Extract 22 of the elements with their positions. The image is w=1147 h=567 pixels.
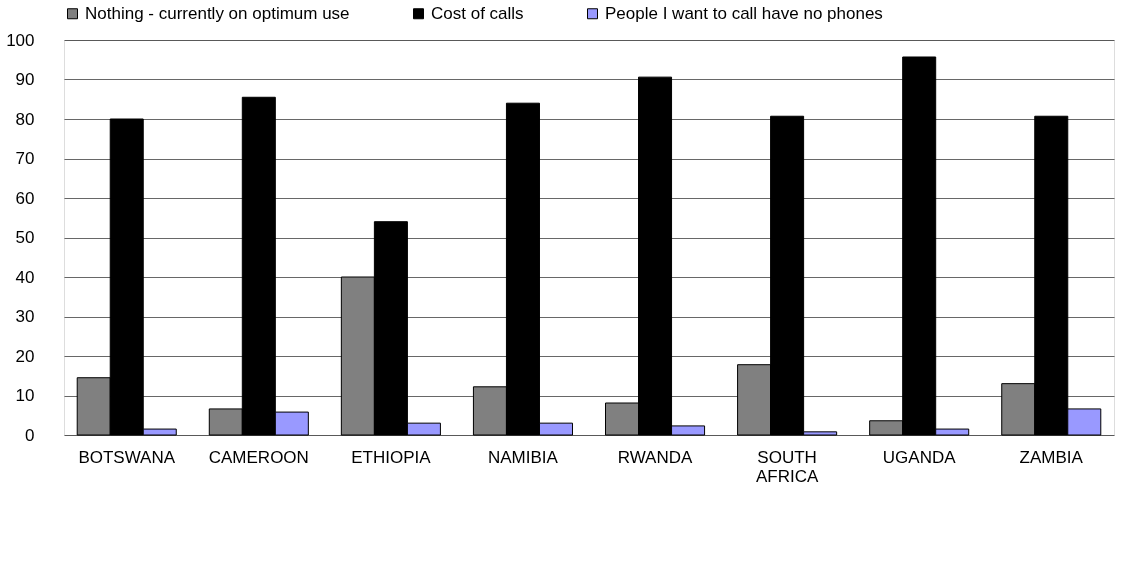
legend-label: Nothing - currently on optimum use <box>85 3 350 23</box>
x-tick-label: ZAMBIA <box>1019 447 1084 467</box>
y-tick-label: 30 <box>15 307 35 326</box>
legend-label: People I want to call have no phones <box>605 3 883 23</box>
x-tick-label: NAMIBIA <box>488 447 559 467</box>
x-tick-label: UGANDA <box>882 447 957 467</box>
x-tick-label: BOTSWANA <box>78 447 176 467</box>
y-tick-label: 80 <box>15 109 35 129</box>
legend-label: Cost of calls <box>431 3 524 23</box>
y-tick-label: 10 <box>15 386 35 405</box>
x-tick-label: SOUTH AFRICA <box>755 447 819 486</box>
y-tick-label: 0 <box>25 425 35 445</box>
y-tick-label: 70 <box>15 149 35 168</box>
x-tick-label: RWANDA <box>617 447 693 467</box>
y-tick-label: 50 <box>15 228 35 247</box>
y-tick-label: 90 <box>15 70 35 89</box>
x-tick-label: CAMEROON <box>208 447 309 467</box>
y-tick-label: 40 <box>15 267 35 287</box>
y-tick-label: 20 <box>15 346 35 366</box>
x-tick-label: ETHIOPIA <box>351 447 432 467</box>
y-tick-label: 60 <box>15 188 35 208</box>
y-tick-label: 100 <box>6 30 35 50</box>
